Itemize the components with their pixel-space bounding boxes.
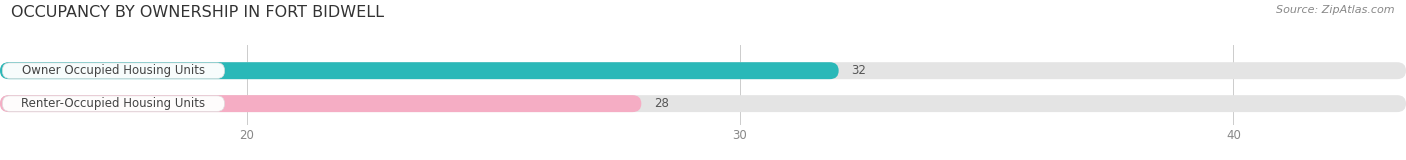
FancyBboxPatch shape <box>3 96 225 111</box>
Text: 28: 28 <box>654 97 668 110</box>
FancyBboxPatch shape <box>3 63 225 78</box>
Text: Renter-Occupied Housing Units: Renter-Occupied Housing Units <box>21 97 205 110</box>
Text: 32: 32 <box>851 64 866 77</box>
Text: OCCUPANCY BY OWNERSHIP IN FORT BIDWELL: OCCUPANCY BY OWNERSHIP IN FORT BIDWELL <box>11 5 384 20</box>
FancyBboxPatch shape <box>0 95 641 112</box>
FancyBboxPatch shape <box>0 62 1406 79</box>
FancyBboxPatch shape <box>0 95 1406 112</box>
FancyBboxPatch shape <box>0 62 838 79</box>
Text: Source: ZipAtlas.com: Source: ZipAtlas.com <box>1277 5 1395 15</box>
Text: Owner Occupied Housing Units: Owner Occupied Housing Units <box>22 64 205 77</box>
